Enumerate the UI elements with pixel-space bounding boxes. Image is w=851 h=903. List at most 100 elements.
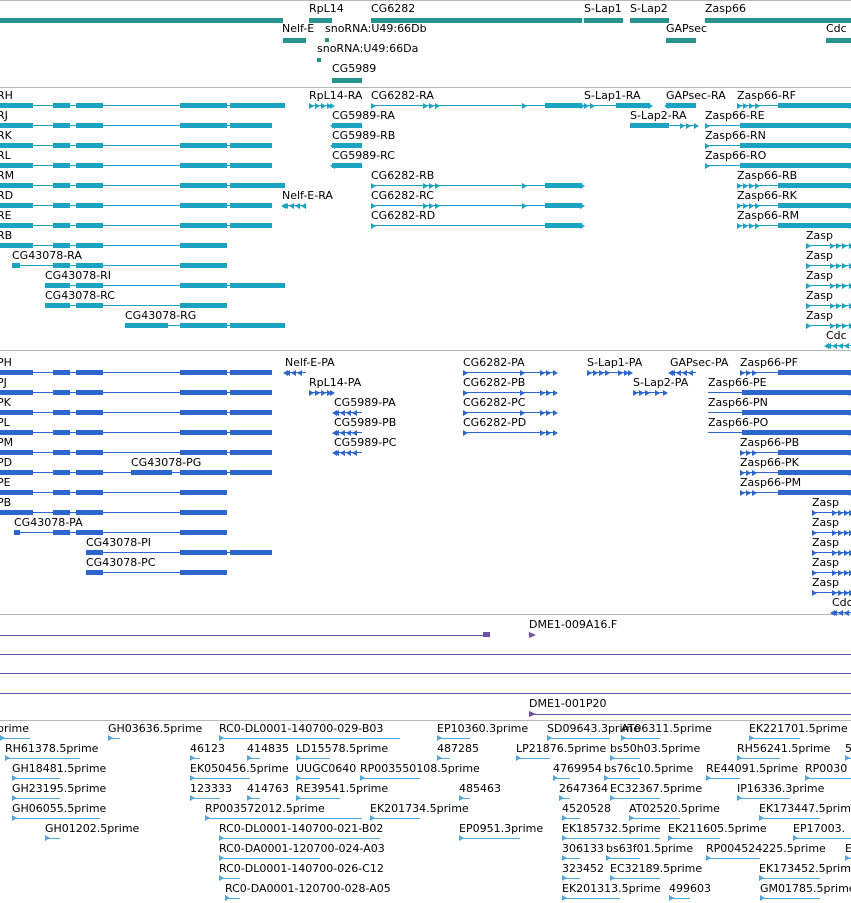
exon-block [53,143,70,148]
exon-block [778,183,851,188]
feature-label: CG5989-PC [334,436,397,449]
exon-block [45,283,70,288]
strand-arrow-icon [346,449,351,456]
feature-label: 323452 [562,862,604,875]
est-line [559,798,570,799]
est-arrow-icon [5,755,10,761]
strand-arrow-icon [580,222,585,229]
feature-label: PL [0,416,10,429]
est-arrow-icon [219,735,224,741]
est-line [562,838,660,839]
est-line [749,738,800,739]
est-arrow-icon [219,875,224,881]
feature-label: RpL14-PA [309,376,362,389]
exon-block [53,430,70,435]
strand-arrow-icon [463,429,468,436]
strand-arrow-icon [844,609,849,616]
feature-label: GAPsec-RA [666,89,726,102]
est-arrow-icon [737,755,742,761]
strand-arrow-icon [429,102,434,109]
feature-label: SD09643.3prime [547,722,640,735]
strand-arrow-icon [680,122,685,129]
strand-arrow-icon [740,369,745,376]
est-line [219,838,380,839]
exon-block [180,103,227,108]
strand-arrow-icon [842,262,847,269]
est-arrow-icon [706,775,711,781]
strand-arrow-icon [752,369,757,376]
exon-block [53,163,70,168]
intron-line [86,572,227,573]
feature-label: GH03636.5prime [108,722,203,735]
est-line [296,778,320,779]
strand-arrow-icon [540,389,545,396]
feature-label: RC0-DA0001-120700-028-A05 [225,882,391,895]
feature-label: 306133 [562,842,604,855]
strand-arrow-icon [705,142,710,149]
strand-arrow-icon [291,369,296,376]
strand-arrow-icon [676,369,681,376]
strand-arrow-icon [849,429,851,436]
strand-arrow-icon [423,102,428,109]
strand-arrow-icon [849,589,851,596]
strand-arrow-icon [371,222,376,229]
strand-arrow-icon [746,469,751,476]
feature-label: prime [0,722,30,735]
strand-arrow-icon [842,282,847,289]
exon-block [230,470,272,475]
strand-arrow-icon [849,569,851,576]
strand-arrow-icon [540,429,545,436]
strand-arrow-icon [737,202,742,209]
est-arrow-icon [610,795,615,801]
feature-label: RP003572012.5prime [205,802,325,815]
strand-arrow-icon [836,242,841,249]
strand-arrow-icon [618,369,623,376]
feature-label: 485463 [459,782,501,795]
est-arrow-icon [12,775,17,781]
exon-block [742,430,851,435]
strand-arrow-icon [705,162,710,169]
feature-label: Zasp66-PB [740,436,800,449]
strand-arrow-icon [755,102,760,109]
feature-label: Zasp66-PM [740,476,802,489]
strand-arrow-icon [812,589,817,596]
strand-arrow-icon [842,322,847,329]
exon-block [76,263,103,268]
feature-label: bs50h03.5prime [610,742,701,755]
intron-line [0,452,272,453]
feature-label: bs63f01.5prime [606,842,694,855]
clone-line [0,654,851,655]
strand-arrow-icon [346,409,351,416]
feature-label: GAPsec [666,22,708,35]
exon-block [545,183,582,188]
strand-arrow-icon [849,389,851,396]
intron-line [309,105,332,106]
feature-label: CG43078-PG [131,456,202,469]
strand-arrow-icon [315,102,320,109]
feature-label: CG5989 [332,62,377,75]
exon-block [0,243,33,248]
feature-label: Zasp [812,516,839,529]
feature-label: 487285 [437,742,479,755]
strand-arrow-icon [842,242,847,249]
strand-arrow-icon [806,262,811,269]
exon-block [230,550,272,555]
intron-line [371,225,582,226]
strand-arrow-icon [755,202,760,209]
est-arrow-icon [547,735,552,741]
strand-arrow-icon [633,389,638,396]
strand-arrow-icon [522,182,527,189]
feature-label: Nelf-E-PA [285,356,335,369]
est-arrow-icon [845,755,850,761]
strand-arrow-icon [435,102,440,109]
strand-arrow-icon [332,409,337,416]
feature-label: EK173452.5prime [759,862,851,875]
feature-label: 499603 [669,882,711,895]
exon-block [0,183,33,188]
strand-arrow-icon [832,569,837,576]
est-arrow-icon [360,775,365,781]
feature-label: S-Lap2 [630,2,668,15]
feature-label: CG6282 [371,2,416,15]
est-arrow-icon [805,775,810,781]
strand-arrow-icon [463,369,468,376]
